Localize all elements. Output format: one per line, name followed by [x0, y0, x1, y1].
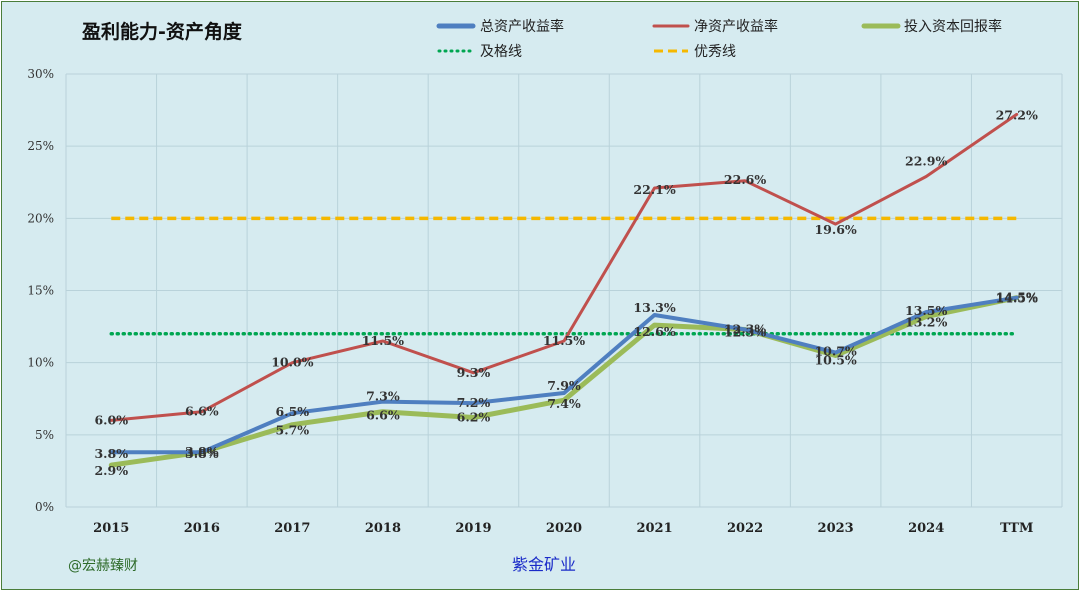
data-label-roe: 9.3% — [457, 365, 491, 380]
legend-label-pass: 及格线 — [480, 44, 522, 60]
x-tick-label: 2022 — [727, 521, 763, 536]
data-label-roe: 11.5% — [543, 333, 585, 348]
data-label-roa: 6.5% — [276, 404, 310, 419]
legend-label-roic: 投入资本回报率 — [904, 18, 1002, 35]
data-label-roic: 2.9% — [94, 463, 128, 478]
legend-label-roa: 总资产收益率 — [480, 18, 564, 35]
x-tick-label: TTM — [1000, 521, 1033, 536]
x-tick-label: 2021 — [636, 521, 672, 536]
x-tick-label: 2016 — [184, 521, 220, 536]
data-label-roic: 12.3% — [724, 324, 766, 339]
y-tick-label: 5% — [35, 428, 54, 442]
data-label-roic: 6.2% — [457, 410, 491, 425]
data-labels: 3.8% 3.8%6.5%7.3% 7.2%7.9%13.3%12.3%10.7%1… — [94, 107, 1038, 478]
company-name: 紫金矿业 — [512, 555, 576, 574]
data-label-roa: 3.8% — [185, 446, 219, 461]
data-label-roe: 22.6% — [724, 172, 766, 187]
x-axis-labels: 2015 2016 2017 2018 2019 2020 2021 2022 2023 2024… — [93, 521, 1033, 536]
y-tick-label: 10% — [27, 356, 54, 370]
series-line-roa — [109, 295, 1019, 455]
data-label-roe: 6.6% — [185, 404, 219, 419]
x-tick-label: 2018 — [365, 521, 401, 536]
data-label-roe: 11.5% — [362, 333, 404, 348]
reference-lines — [109, 216, 1019, 336]
series-lines — [108, 112, 1020, 468]
legend: 总资产收益率 净资产收益率 投入资本回报率 及格线 优秀线 — [436, 18, 1002, 60]
y-axis-labels: 0% 5% 10% 15% 20% 25% 30% — [27, 67, 54, 514]
series-line-roe — [109, 112, 1019, 422]
x-tick-label: 2019 — [455, 521, 491, 536]
x-tick-label: 2015 — [93, 521, 129, 536]
data-label-roa: 12.3% — [724, 321, 766, 336]
data-label-roic: 5.7% — [276, 423, 310, 438]
x-tick-label: 2024 — [908, 521, 944, 536]
data-label-roic: 13.2% — [905, 314, 947, 329]
data-label-roe: 6.0% — [94, 412, 128, 427]
y-tick-label: 25% — [27, 139, 54, 153]
data-label-roa: 13.3% — [633, 300, 675, 315]
x-tick-label: 2017 — [274, 521, 310, 536]
watermark-text: @宏赫臻财 — [68, 558, 138, 574]
data-label-roic: 3.8% — [185, 444, 219, 459]
data-label-roic: 10.5% — [814, 352, 856, 367]
data-label-roic: 7.4% — [547, 396, 581, 411]
data-label-roa: 14.5% — [996, 290, 1038, 305]
chart-title: 盈利能力-资产角度 — [81, 20, 243, 43]
series-line-roic — [108, 295, 1020, 468]
data-label-roic: 6.6% — [366, 408, 400, 423]
data-label-roa: 10.7% — [814, 344, 856, 359]
data-label-roe: 22.1% — [633, 182, 675, 197]
data-label-roa: 7.3% — [366, 389, 400, 404]
data-label-roa: 7.9% — [547, 378, 581, 393]
x-tick-label: 2023 — [818, 521, 854, 536]
data-label-roe: 27.2% — [996, 107, 1038, 122]
y-tick-label: 30% — [27, 67, 54, 81]
data-label-roic: 14.5% — [996, 291, 1038, 306]
y-tick-label: 0% — [35, 500, 54, 514]
data-label-roa: 3.8% — [94, 446, 128, 461]
data-label-roa: 13.5% — [905, 303, 947, 318]
x-tick-label: 2020 — [546, 521, 582, 536]
data-label-roa: 7.2% — [457, 395, 491, 410]
data-label-roe: 10.0% — [271, 355, 313, 370]
legend-label-excellent: 优秀线 — [694, 44, 736, 60]
y-tick-label: 15% — [27, 284, 54, 298]
data-label-roe: 22.9% — [905, 153, 947, 168]
y-tick-label: 20% — [27, 211, 54, 225]
gridlines — [65, 73, 1063, 508]
legend-label-roe: 净资产收益率 — [694, 18, 778, 35]
data-label-roe: 19.6% — [814, 222, 856, 237]
data-label-roic: 12.6% — [633, 324, 675, 339]
